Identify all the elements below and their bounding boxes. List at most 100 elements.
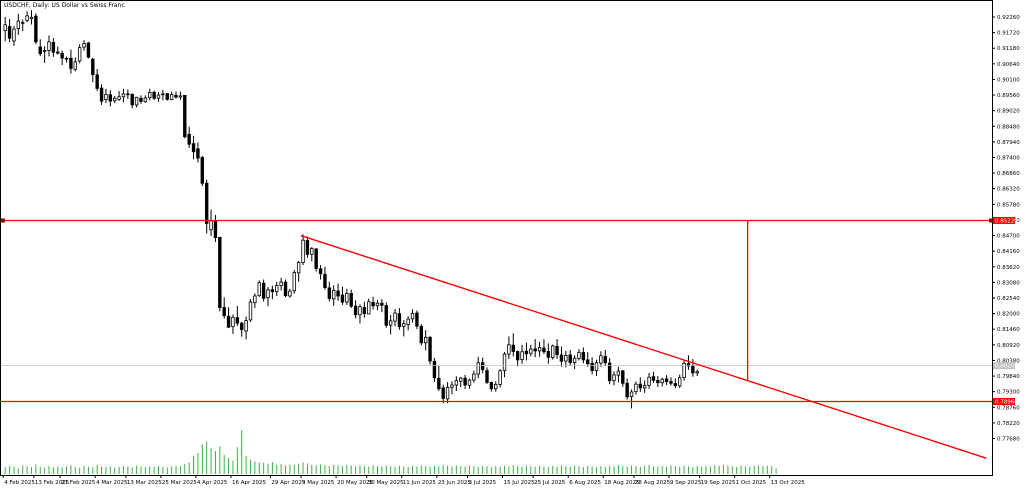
level-anchor-handle[interactable]: [1, 218, 5, 223]
level-price-label: 0.85220: [995, 219, 1018, 225]
candle-body: [244, 320, 248, 332]
y-tick-label: 0.83620: [997, 265, 1020, 271]
candle: [310, 247, 314, 262]
candle-body: [362, 307, 367, 315]
candle-body: [266, 289, 270, 299]
bid-price-tag: [993, 362, 1015, 370]
x-tick-label: 29 Apr 2025: [271, 480, 306, 486]
y-tick-label: 0.83080: [997, 280, 1020, 286]
candle: [607, 358, 612, 385]
candle-body: [559, 354, 564, 362]
candle-body: [91, 58, 95, 75]
y-tick-label: 0.78760: [997, 405, 1020, 411]
candle: [178, 91, 183, 100]
candle-body: [218, 236, 222, 308]
candle-body: [406, 318, 410, 325]
candle: [165, 93, 169, 101]
candle: [415, 310, 419, 330]
candle: [511, 333, 515, 357]
candle-body: [463, 377, 467, 386]
candle-body: [358, 306, 362, 316]
candle: [616, 366, 621, 383]
candle-body: [240, 322, 244, 330]
candle-body: [126, 93, 130, 96]
candle: [121, 88, 126, 103]
candle: [7, 19, 12, 43]
level-price-label: 0.78960: [995, 399, 1018, 405]
candle-body: [204, 182, 209, 224]
candle-body: [253, 295, 257, 304]
level-anchor-handle[interactable]: [989, 218, 993, 223]
x-tick-label: 9 Sep 2025: [670, 480, 702, 486]
x-tick-label: 19 Sep 2025: [701, 480, 736, 486]
candle-body: [331, 290, 336, 300]
candle: [625, 378, 629, 400]
candle: [494, 381, 498, 392]
candle: [16, 13, 21, 35]
candle-body: [296, 262, 301, 274]
candle: [371, 296, 375, 310]
candle: [143, 95, 148, 103]
candle-body: [542, 347, 546, 353]
candle-body: [375, 302, 380, 307]
candle: [642, 380, 647, 393]
candle-body: [336, 290, 340, 297]
candle-body: [305, 240, 310, 255]
candle-body: [638, 383, 642, 389]
candle-body: [555, 345, 559, 356]
candle: [292, 269, 296, 294]
candle-body: [634, 383, 638, 393]
candle-body: [95, 74, 99, 89]
price-axis[interactable]: 0.92260 0.91720 0.91180 0.90640 0.90100 0.895…: [992, 15, 1020, 443]
candle-body: [612, 374, 616, 381]
candle-body: [121, 93, 126, 98]
candle-body: [441, 387, 445, 399]
x-tick-label: 16 Apr 2025: [232, 480, 267, 486]
descending-trendline[interactable]: [300, 234, 987, 459]
y-tick-label: 0.85780: [997, 202, 1020, 208]
candle-body: [410, 312, 415, 320]
candle-body: [209, 220, 213, 231]
drawn-objects[interactable]: [1, 218, 993, 459]
candle-body: [187, 133, 191, 145]
candle-body: [345, 292, 349, 303]
candle: [34, 13, 38, 45]
candle: [47, 35, 51, 57]
candle-body: [318, 268, 323, 275]
x-tick-label: 15 Jul 2025: [504, 480, 536, 486]
candle: [152, 90, 156, 100]
price-candles: [3, 10, 699, 409]
candle: [213, 215, 218, 242]
candle-body: [156, 94, 161, 99]
candle: [183, 94, 187, 139]
candle: [82, 40, 86, 51]
candle: [270, 285, 275, 300]
candle-body: [577, 351, 581, 359]
candle-body: [564, 355, 568, 362]
candle: [113, 95, 117, 104]
candle-body: [165, 93, 169, 100]
candle-body: [12, 28, 16, 42]
candle-body: [349, 292, 353, 307]
candle: [231, 314, 235, 334]
candle: [520, 344, 524, 364]
candle: [169, 91, 174, 101]
candle-body: [283, 281, 288, 297]
candle: [546, 343, 551, 364]
candle-body: [86, 42, 91, 58]
candle: [410, 309, 415, 323]
candle: [56, 46, 60, 55]
candle-body: [572, 357, 577, 363]
candle-body: [428, 336, 432, 362]
candle: [432, 357, 437, 383]
candle-body: [616, 370, 621, 376]
candle-body: [695, 371, 699, 374]
candle-body: [196, 148, 200, 159]
candle-body: [117, 96, 121, 100]
candle-body: [476, 362, 480, 375]
candle: [257, 280, 261, 297]
x-tick-label: 1 Oct 2025: [736, 480, 767, 486]
